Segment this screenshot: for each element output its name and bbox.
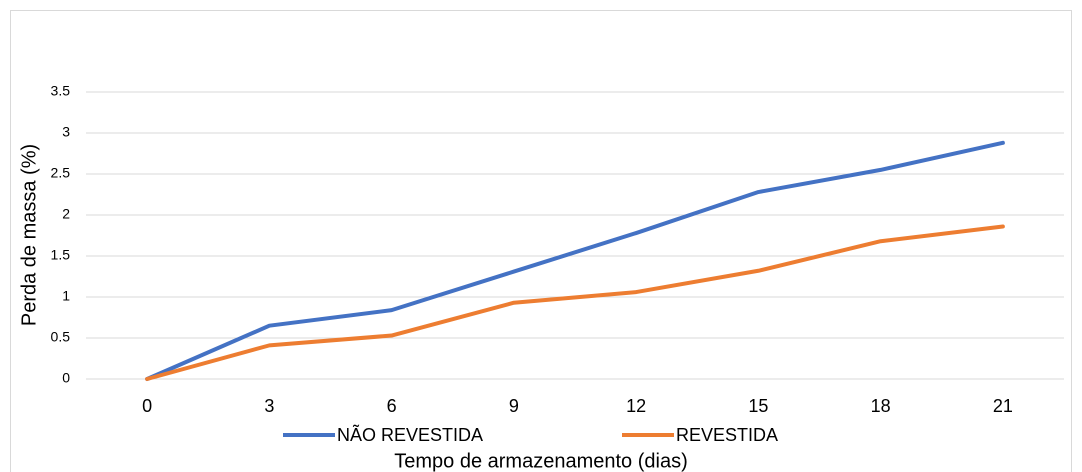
x-tick-label: 9	[509, 396, 519, 416]
legend-label: REVESTIDA	[676, 425, 778, 445]
chart-frame	[10, 10, 1072, 472]
x-tick-label: 6	[387, 396, 397, 416]
line-series	[145, 140, 1005, 381]
legend-label: NÃO REVESTIDA	[337, 424, 483, 445]
x-tick-label: 12	[626, 396, 646, 416]
y-tick-label: 1	[62, 288, 70, 304]
y-tick-label: 3	[62, 124, 70, 140]
y-tick-label: 2.5	[51, 165, 71, 181]
y-tick-label: 2	[62, 206, 70, 222]
x-tick-label: 18	[871, 396, 891, 416]
x-tick-label: 3	[264, 396, 274, 416]
y-axis-title: Perda de massa (%)	[18, 144, 40, 326]
y-tick-label: 1.5	[51, 247, 71, 263]
y-tick-label: 0	[62, 370, 70, 386]
y-tick-label: 3.5	[51, 83, 71, 99]
x-axis-title: Tempo de armazenamento (dias)	[394, 450, 687, 472]
line-series	[145, 224, 1005, 381]
x-tick-label: 0	[142, 396, 152, 416]
x-tick-label: 21	[993, 396, 1013, 416]
y-tick-label: 0.5	[51, 329, 71, 345]
x-tick-label: 15	[748, 396, 768, 416]
